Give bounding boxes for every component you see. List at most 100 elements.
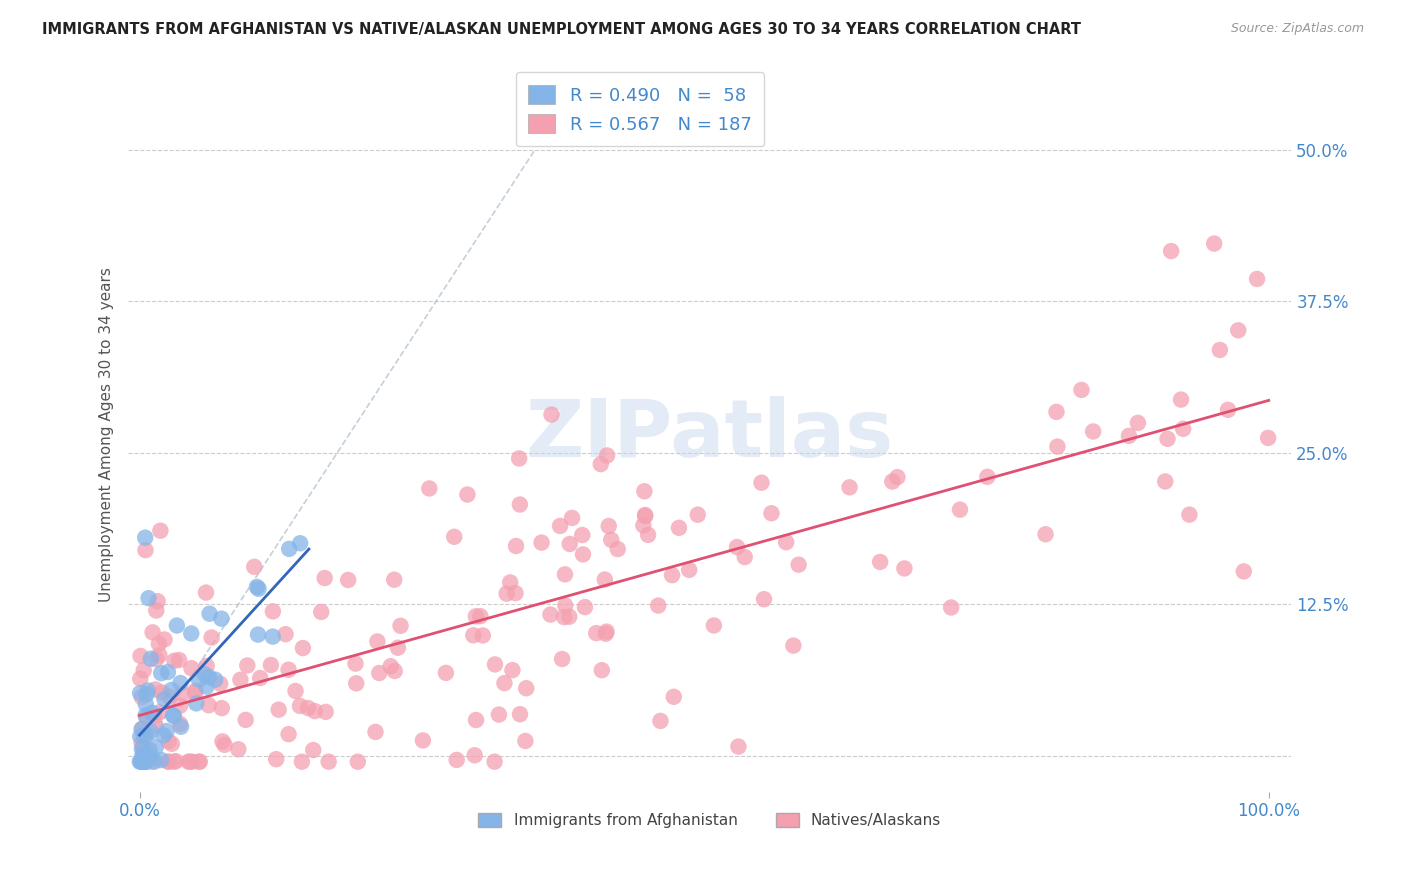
Point [1118,429,1140,443]
Point [180,626,202,640]
Point [553,610,575,624]
Point [145,719,167,733]
Point [1204,236,1226,251]
Point [1209,343,1232,357]
Point [1046,440,1069,454]
Point [484,657,506,672]
Point [366,634,388,648]
Point [150,666,173,681]
Point [598,519,620,533]
Point [141,724,163,739]
Point [593,573,616,587]
Point [495,587,517,601]
Point [465,713,488,727]
Point [572,547,595,561]
Point [135,751,157,765]
Point [157,755,180,769]
Point [558,609,581,624]
Point [131,755,153,769]
Point [1156,432,1178,446]
Point [782,639,804,653]
Point [128,755,150,769]
Point [499,575,522,590]
Point [278,541,301,556]
Point [633,518,655,533]
Point [634,509,657,524]
Point [195,585,218,599]
Point [727,739,749,754]
Point [132,664,155,678]
Point [132,728,155,742]
Point [315,705,337,719]
Point [346,755,368,769]
Point [156,665,179,679]
Point [434,665,457,680]
Point [136,683,159,698]
Point [160,683,183,698]
Point [540,408,562,422]
Point [262,630,284,644]
Point [141,755,163,769]
Point [157,755,180,769]
Point [337,573,360,587]
Point [761,506,783,520]
Point [135,755,157,769]
Point [1126,416,1149,430]
Point [471,628,494,642]
Point [180,661,202,675]
Point [571,528,593,542]
Point [418,482,440,496]
Point [1216,402,1239,417]
Point [139,652,162,666]
Point [297,701,319,715]
Point [574,600,596,615]
Point [166,618,188,632]
Point [131,748,153,763]
Point [131,741,153,756]
Point [143,709,166,723]
Point [540,607,562,622]
Point [1178,508,1201,522]
Point [1070,383,1092,397]
Point [236,658,259,673]
Point [1081,425,1104,439]
Point [380,659,402,673]
Point [150,685,173,699]
Point [197,698,219,713]
Point [131,690,153,705]
Point [131,736,153,750]
Point [291,641,314,656]
Point [595,626,617,640]
Point [548,519,571,533]
Point [145,652,167,666]
Point [143,682,166,697]
Point [145,603,167,617]
Point [247,582,270,596]
Point [637,528,659,542]
Point [142,625,165,640]
Point [382,573,405,587]
Point [515,681,537,696]
Point [309,605,332,619]
Point [153,692,176,706]
Point [162,708,184,723]
Point [141,706,163,720]
Point [886,470,908,484]
Point [389,619,412,633]
Point [157,690,180,704]
Point [751,475,773,490]
Point [201,631,224,645]
Point [589,457,612,471]
Y-axis label: Unemployment Among Ages 30 to 34 years: Unemployment Among Ages 30 to 34 years [100,268,114,602]
Point [204,673,226,687]
Point [554,599,576,613]
Point [135,697,157,711]
Point [595,624,617,639]
Point [530,535,553,549]
Point [148,648,170,663]
Point [344,676,367,690]
Point [152,728,174,742]
Text: ZIPatlas: ZIPatlas [526,396,894,474]
Point [169,698,191,713]
Point [470,609,492,624]
